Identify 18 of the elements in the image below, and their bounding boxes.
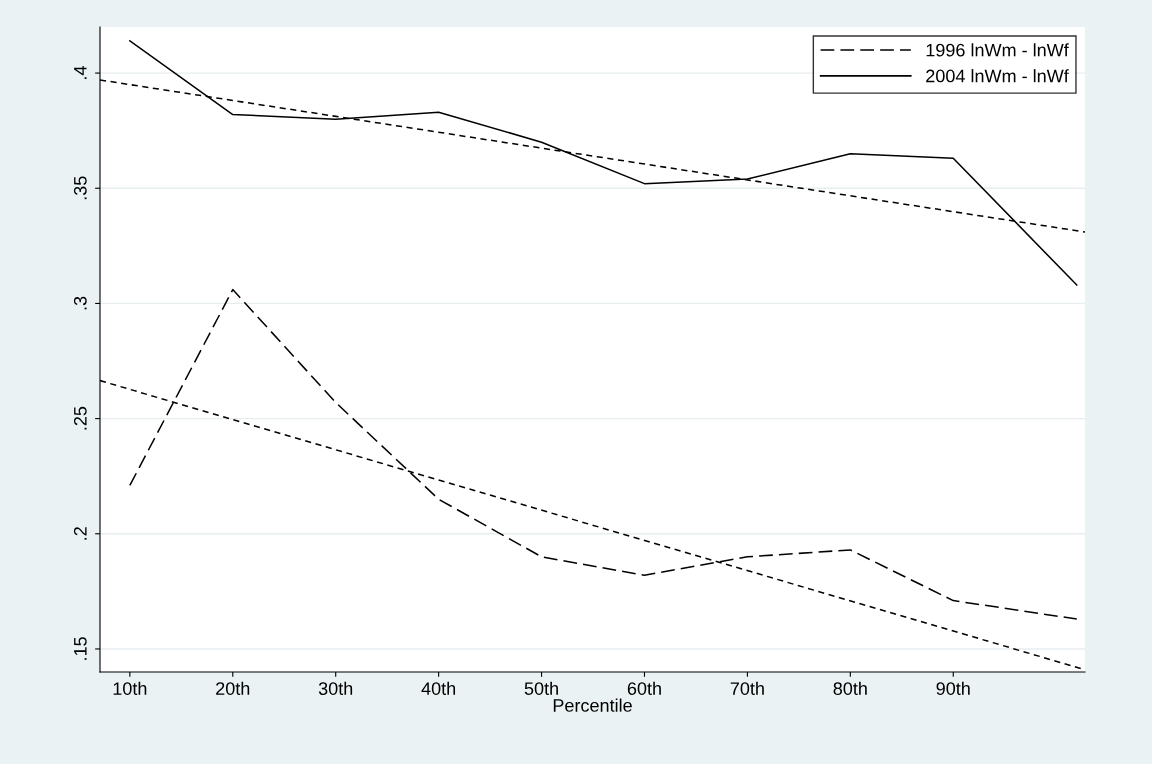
y-tick-label: .3 [73,296,87,310]
x-axis-title: Percentile [553,698,632,712]
legend-label: 1996 lnWm - lnWf [926,43,1069,57]
y-tick-label: .2 [73,527,87,540]
x-tick-label: 50th [524,681,558,695]
x-tick-label: 10th [113,681,147,695]
x-tick-label: 60th [627,681,661,695]
x-tick-label: 30th [318,681,353,695]
legend-label: 2004 lnWm - lnWf [926,69,1069,83]
x-tick-label: 80th [833,681,867,695]
y-tick-label: .15 [74,637,87,660]
x-tick-label: 20th [216,681,250,695]
x-tick-label: 70th [730,681,764,695]
x-tick-label: 40th [421,681,456,695]
y-tick-label: .35 [73,176,87,200]
y-tick-label: .4 [74,66,87,79]
x-tick-label: 90th [936,681,970,695]
y-tick-label: .25 [73,406,87,430]
